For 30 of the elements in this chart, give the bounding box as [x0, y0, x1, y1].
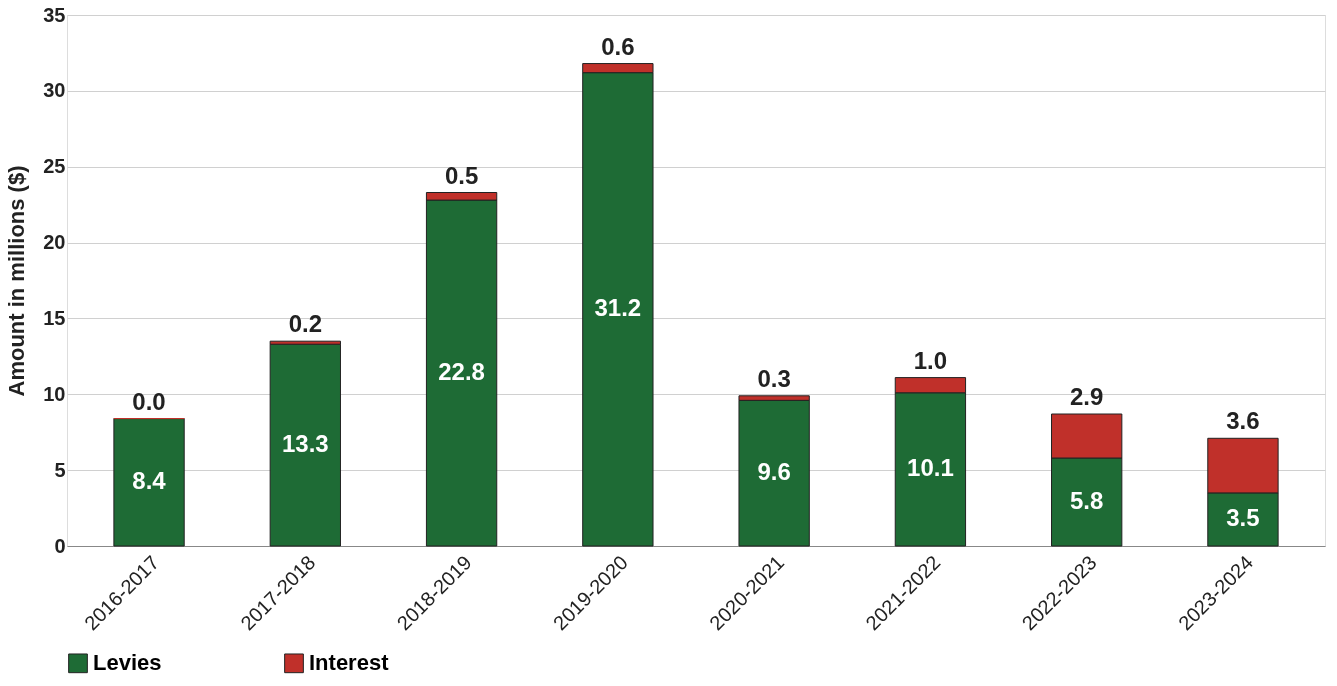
data-label: 0.2 — [288, 310, 322, 338]
y-tick-label: 0 — [54, 534, 66, 557]
legend-label: Levies — [93, 650, 162, 676]
y-tick-label: 5 — [54, 458, 66, 481]
data-label: 3.5 — [1226, 504, 1260, 532]
legend-label: Interest — [309, 650, 390, 676]
data-label: 2.9 — [1070, 383, 1104, 411]
data-label: 31.2 — [594, 294, 642, 322]
data-label: 0.0 — [132, 387, 166, 415]
bar — [269, 343, 341, 547]
data-label: 10.1 — [907, 454, 954, 482]
data-label: 5.8 — [1070, 487, 1104, 514]
y-axis-title: Amount in millions ($) — [4, 165, 30, 397]
y-tick-label: 10 — [43, 382, 66, 405]
y-tick-label: 30 — [43, 79, 66, 102]
data-label: 1.0 — [913, 346, 948, 374]
data-label: 0.3 — [757, 364, 791, 392]
data-label: 3.6 — [1226, 407, 1260, 435]
bar — [738, 399, 810, 547]
data-label: 0.6 — [601, 32, 635, 60]
y-tick-label: 25 — [43, 155, 66, 178]
data-label: 0.5 — [444, 161, 479, 189]
data-label: 22.8 — [438, 358, 485, 386]
data-label: 13.3 — [281, 430, 329, 458]
y-tick-label: 35 — [43, 3, 66, 26]
bar — [113, 418, 185, 547]
data-label: 9.6 — [757, 458, 791, 486]
y-tick-label: 15 — [43, 306, 66, 329]
data-label: 8.4 — [132, 467, 167, 495]
y-tick-label: 20 — [43, 231, 66, 254]
